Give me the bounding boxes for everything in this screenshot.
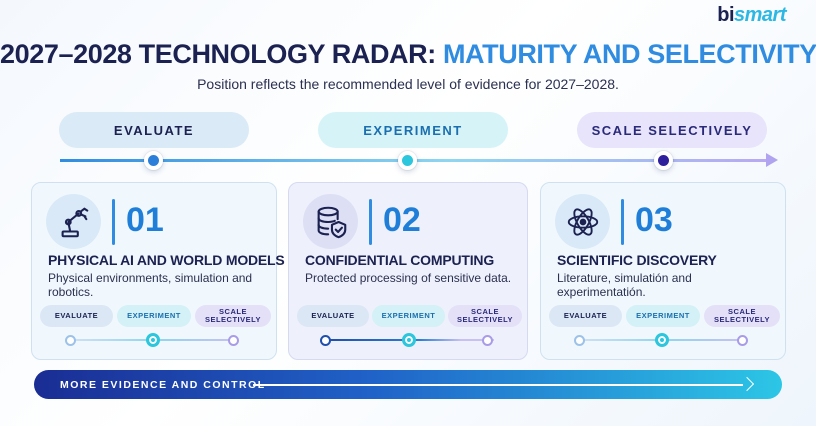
mini-marker-scale-selectively [482, 335, 493, 346]
mini-pill-experiment: EXPERIMENT [626, 305, 700, 327]
card-number: 03 [635, 201, 673, 239]
arrow-right-icon [739, 376, 755, 392]
page-title: 2027–2028 TECHNOLOGY RADAR: MATURITY AND… [0, 39, 816, 70]
bismart-logo: bismart [717, 4, 786, 26]
number-divider [112, 199, 115, 245]
mini-marker-scale-selectively [737, 335, 748, 346]
mini-marker-evaluate [65, 335, 76, 346]
card-title: PHYSICAL AI AND WORLD MODELS [48, 252, 285, 268]
mini-marker-scale-selectively [228, 335, 239, 346]
card-title: SCIENTIFIC DISCOVERY [557, 252, 717, 268]
robot-arm-icon [46, 194, 101, 249]
atom-icon [555, 194, 610, 249]
title-part-1: 2027–2028 TECHNOLOGY RADAR: [0, 39, 443, 69]
evidence-control-label: MORE EVIDENCE AND CONTROL [60, 379, 266, 391]
stage-marker-scale-selectively [654, 151, 673, 170]
technology-card-confidential-computing: 02 CONFIDENTIAL COMPUTING Protected proc… [288, 182, 528, 360]
database-shield-icon [303, 194, 358, 249]
page-subtitle: Position reflects the recommended level … [197, 76, 619, 92]
mini-pill-evaluate: EVALUATE [40, 305, 113, 327]
title-part-2: MATURITY AND SELECTIVITY [442, 39, 816, 69]
mini-marker-experiment-active [655, 333, 669, 347]
card-description: Literature, simulatión and experimentati… [557, 271, 692, 299]
timeline-arrow-icon [766, 153, 778, 167]
stage-marker-evaluate [144, 151, 163, 170]
number-divider [369, 199, 372, 245]
mini-marker-evaluate [320, 335, 331, 346]
technology-card-scientific-discovery: 03 SCIENTIFIC DISCOVERY Literature, simu… [540, 182, 786, 360]
stage-pill-experiment: EXPERIMENT [318, 112, 508, 148]
stage-marker-experiment [398, 151, 417, 170]
mini-pill-scale-selectively: SCALE SELECTIVELY [195, 305, 271, 327]
mini-pill-evaluate: EVALUATE [549, 305, 622, 327]
card-description: Protected processing of sensitive data. [305, 271, 512, 285]
mini-pill-evaluate: EVALUATE [297, 305, 369, 327]
mini-pill-experiment: EXPERIMENT [117, 305, 191, 327]
evidence-control-bar: MORE EVIDENCE AND CONTROL [34, 370, 782, 399]
mini-pill-scale-selectively: SCALE SELECTIVELY [448, 305, 522, 327]
stage-pill-evaluate: EVALUATE [59, 112, 249, 148]
mini-marker-experiment-active [146, 333, 160, 347]
technology-card-physical-ai: 01 PHYSICAL AI AND WORLD MODELS Physical… [31, 182, 285, 360]
card-title: CONFIDENTIAL COMPUTING [305, 252, 495, 268]
mini-marker-experiment-active [402, 333, 416, 347]
mini-pill-scale-selectively: SCALE SELECTIVELY [704, 305, 780, 327]
number-divider [621, 199, 624, 245]
mini-marker-evaluate [574, 335, 585, 346]
mini-pill-experiment: EXPERIMENT [372, 305, 445, 327]
arrow-line [253, 384, 743, 386]
card-description: Physical environments, simulation and ro… [48, 271, 253, 299]
stage-pill-scale-selectively: SCALE SELECTIVELY [577, 112, 767, 148]
card-number: 01 [126, 201, 164, 239]
card-number: 02 [383, 201, 421, 239]
